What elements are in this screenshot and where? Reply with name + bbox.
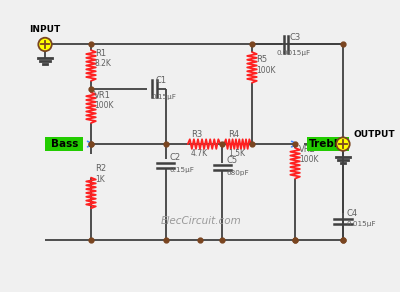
Text: R4: R4 bbox=[228, 130, 239, 139]
Text: ElecCircuit.com: ElecCircuit.com bbox=[161, 216, 242, 226]
Text: 0.015μF: 0.015μF bbox=[347, 221, 376, 227]
Text: C5: C5 bbox=[226, 156, 237, 165]
Text: R5: R5 bbox=[256, 55, 267, 64]
Text: 4.7K: 4.7K bbox=[191, 149, 208, 158]
Text: 100K: 100K bbox=[299, 155, 318, 164]
Text: 100K: 100K bbox=[94, 101, 113, 110]
Text: 0.15μF: 0.15μF bbox=[170, 167, 194, 173]
Text: 680pF: 680pF bbox=[226, 170, 249, 176]
FancyBboxPatch shape bbox=[306, 137, 349, 151]
Circle shape bbox=[38, 38, 52, 51]
Text: INPUT: INPUT bbox=[30, 25, 61, 34]
Text: 100K: 100K bbox=[256, 66, 275, 75]
Text: OUTPUT: OUTPUT bbox=[354, 130, 395, 139]
Text: R2: R2 bbox=[95, 164, 106, 173]
Text: 8.2K: 8.2K bbox=[95, 58, 112, 67]
Text: C1: C1 bbox=[155, 76, 166, 85]
Text: 1.5K: 1.5K bbox=[228, 149, 245, 158]
Text: VR2: VR2 bbox=[299, 145, 316, 154]
Circle shape bbox=[336, 137, 350, 151]
Text: 1K: 1K bbox=[95, 175, 105, 185]
Text: 0.15μF: 0.15μF bbox=[151, 94, 176, 100]
Text: C3: C3 bbox=[289, 33, 300, 42]
Text: VR1: VR1 bbox=[94, 91, 111, 100]
Text: Treble: Treble bbox=[309, 139, 346, 149]
FancyBboxPatch shape bbox=[45, 137, 83, 151]
Text: 0.0015μF: 0.0015μF bbox=[277, 50, 311, 56]
Text: C2: C2 bbox=[170, 153, 181, 162]
Text: R3: R3 bbox=[191, 130, 202, 139]
Text: C4: C4 bbox=[347, 209, 358, 218]
Text: Bass: Bass bbox=[50, 139, 78, 149]
Text: R1: R1 bbox=[95, 49, 106, 58]
